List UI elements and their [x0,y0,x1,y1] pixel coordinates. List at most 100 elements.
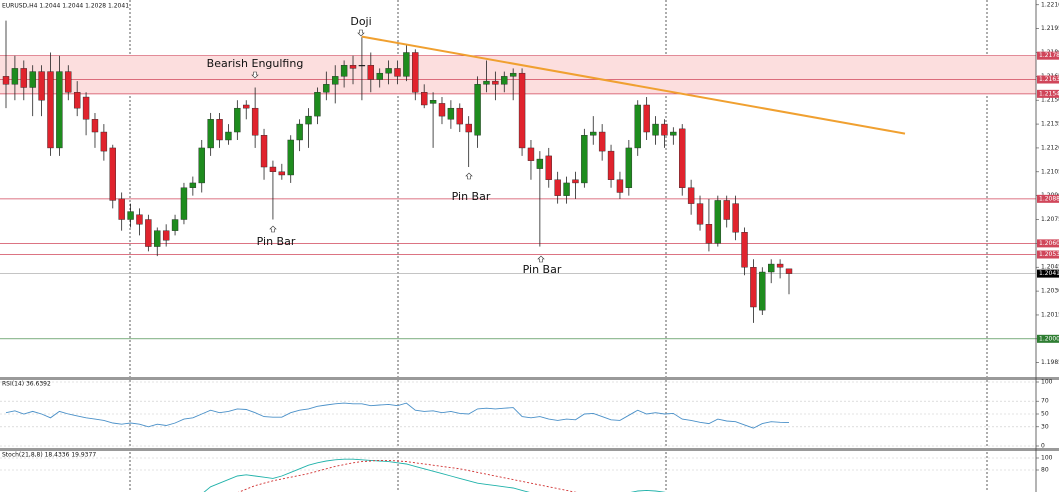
resistance-zone [0,55,1036,94]
candle-body [91,119,99,133]
y-tick-label: 1.2105 [1041,168,1059,175]
level-label-box [1037,250,1059,259]
candle-body [162,230,170,241]
y-tick-label: 1.2210 [1041,1,1059,8]
candle-body [714,200,722,244]
candle-body [527,147,535,161]
level-label: 1.2088 [1039,195,1059,202]
candle-body [385,68,392,74]
annotation: Pin Bar [523,263,562,276]
candle-body [251,107,259,136]
candle-body [198,147,205,184]
y-tick-label: 100 [1041,455,1053,462]
indicator-title: Stoch(21,8,8) 18.4336 19.9377 [2,452,96,459]
level-label: 1.2154 [1039,90,1059,97]
candle-body [438,103,446,117]
candle-body [38,71,45,101]
level-label: 1.2053 [1039,251,1059,258]
candle-body [625,147,633,188]
candle-body [412,52,419,93]
candle-body [403,52,410,77]
annotation: Pin Bar [257,235,296,248]
candle-body [367,65,375,80]
indicator-panel [0,457,1036,492]
annotation-arrow [269,225,277,233]
candle-body [750,267,757,308]
candle-body [509,72,517,77]
candle-body [2,76,10,85]
annotation: Pin Bar [452,190,491,203]
y-tick-label: 50 [1041,411,1049,418]
level-label: 1.2041 [1039,270,1059,277]
candle-body [474,84,481,136]
annotation-arrow [251,71,259,79]
candle-body [323,84,330,93]
candle-body [180,187,188,220]
candle-body [554,179,561,196]
candle-body [332,76,339,85]
level-label-box [1037,89,1059,98]
candle-body [420,92,428,106]
candle-body [109,147,116,201]
annotation: Bearish Engulfing [207,57,304,70]
candle-body [598,131,606,152]
candle-body [73,92,81,109]
candle-body [545,155,552,180]
candle-body [483,80,490,85]
candle-body [501,76,508,85]
candle-body [260,135,268,168]
panel-divider [0,377,1059,380]
candle-body [127,211,134,220]
candle-body [269,166,277,172]
candle-body [47,71,54,149]
candle-body [376,72,383,80]
candle-body [136,214,143,225]
candle-body [670,131,677,136]
candle-body [100,131,108,152]
plot-layer [0,20,1036,492]
candle-body [287,139,294,176]
candle-body [768,263,775,273]
price-panel [0,20,1036,340]
level-label: 1.2000 [1039,335,1059,342]
y-tick-label: 1.2120 [1041,144,1059,151]
candle-body [456,107,463,125]
candle-body [616,179,624,193]
level-label: 1.2178 [1039,52,1059,59]
candle-body [705,224,713,244]
candle-body [643,104,650,133]
chart-title: EURUSD,H4 1.2044 1.2044 1.2028 1.2041 [2,3,129,10]
indicator-panel [0,381,1036,447]
candle-body [296,123,303,141]
candle-body [447,107,455,120]
candle-body [56,71,63,149]
candle-body [189,182,197,188]
candle-body [634,104,641,149]
candle-body [216,119,223,141]
y-tick-label: 1.2195 [1041,25,1059,32]
y-tick-label: 100 [1041,379,1053,386]
candle-body [661,123,668,136]
candle-body [536,158,544,169]
candle-body [581,135,588,184]
indicator-line [203,458,666,492]
candle-body [145,219,152,247]
y-tick-label: 70 [1041,398,1049,405]
y-tick-label: 30 [1041,423,1049,430]
y-tick-label: 1.2135 [1041,121,1059,128]
y-tick-label: 0 [1041,443,1045,450]
candle-body [776,263,784,268]
candle-body [305,115,312,125]
candle-body [340,65,348,77]
panel-divider [0,448,1059,451]
y-tick-label: 1.2045 [1041,264,1059,271]
y-tick-label: 1.1985 [1041,359,1059,366]
candle-body [171,219,179,231]
candle-body [20,68,27,88]
candle-body [492,80,499,85]
annotation-arrow [465,172,473,180]
level-label-box [1037,334,1059,343]
candle-body [590,131,597,136]
candle-body [732,203,739,233]
